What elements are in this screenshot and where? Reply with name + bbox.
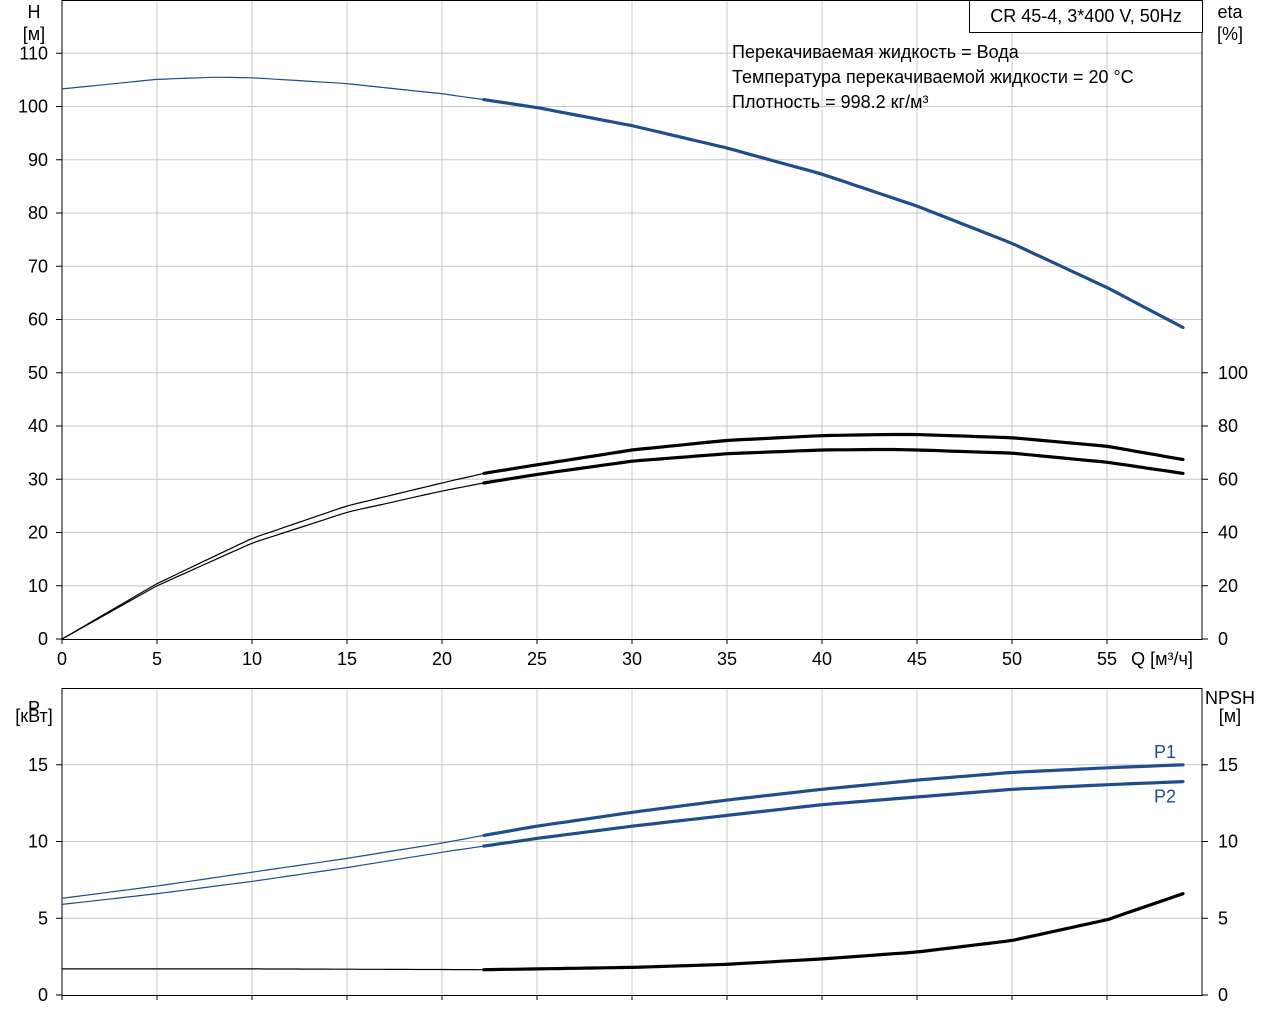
chart-title: CR 45-4, 3*400 V, 50Hz: [990, 6, 1181, 26]
p1-label: P1: [1154, 742, 1176, 762]
top-series-2-curve-operating: [482, 447, 1185, 485]
y-right-tick-label: 10: [1218, 832, 1238, 852]
y-left-tick-label: 5: [38, 908, 48, 928]
x-tick-label: 10: [242, 649, 262, 669]
y-left-tick-label: 80: [28, 203, 48, 223]
top-series-0-curve-extended: [61, 76, 484, 101]
y-left-tick-label: 50: [28, 363, 48, 383]
y-right-axis-label: eta: [1217, 2, 1243, 22]
y-right-tick-label: 15: [1218, 755, 1238, 775]
x-tick-label: 30: [622, 649, 642, 669]
bottom-series-2-curve-operating: [482, 892, 1185, 972]
y-left-tick-label: 0: [38, 985, 48, 1005]
p2-curve-extended: [61, 845, 484, 905]
y-left-tick-label: 0: [38, 629, 48, 649]
p2-label: P2: [1154, 787, 1176, 807]
y-right-tick-label: 100: [1218, 363, 1248, 383]
annotation-line: Температура перекачиваемой жидкости = 20…: [732, 67, 1134, 87]
x-tick-label: 55: [1097, 649, 1117, 669]
x-tick-label: 35: [717, 649, 737, 669]
x-tick-label: 40: [812, 649, 832, 669]
y-left-tick-label: 40: [28, 416, 48, 436]
power-npsh-panel: 0 5 10 15 0 5 10 15 P[кВт] NPSH[м] P1 P2: [15, 688, 1255, 1005]
y-right-tick-label: 0: [1218, 985, 1228, 1005]
y-left-tick-label: 60: [28, 310, 48, 330]
y-left-tick-label: 10: [28, 576, 48, 596]
bottom-series-2-curve-extended: [62, 968, 484, 971]
p2-curve-operating: [482, 780, 1185, 848]
x-tick-label: 15: [337, 649, 357, 669]
p1-curve-extended: [61, 834, 484, 899]
top-series-2-curve-extended: [61, 482, 484, 640]
annotation-line: Перекачиваемая жидкость = Вода: [732, 42, 1020, 62]
x-tick-label: 25: [527, 649, 547, 669]
y-right-tick-label: 80: [1218, 416, 1238, 436]
x-axis-label: Q [м³/ч]: [1131, 649, 1193, 669]
y-left-axis-label: H: [28, 2, 41, 22]
x-tick-label: 50: [1002, 649, 1022, 669]
y-left-tick-label: 90: [28, 150, 48, 170]
y-left-tick-label: 20: [28, 523, 48, 543]
y-right-tick-label: 20: [1218, 576, 1238, 596]
y-right-axis-unit: [м]: [1219, 706, 1241, 726]
head-efficiency-panel: 0102030405060708090100110020406080100H[м…: [18, 0, 1248, 669]
y-left-tick-label: 100: [18, 97, 48, 117]
y-right-tick-label: 0: [1218, 629, 1228, 649]
p1-curve-operating: [482, 763, 1185, 837]
annotation-line: Плотность = 998.2 кг/м³: [732, 92, 928, 112]
top-series-0-curve-operating: [482, 98, 1185, 330]
y-right-tick-label: 5: [1218, 908, 1228, 928]
y-left-tick-label: 110: [19, 43, 48, 63]
y-left-tick-label: 15: [28, 755, 48, 775]
top-series-1-curve-operating: [482, 432, 1185, 475]
y-left-tick-label: 70: [28, 256, 48, 276]
x-tick-label: 5: [152, 649, 162, 669]
title-box: [969, 0, 1203, 33]
y-left-axis-unit: [кВт]: [15, 706, 53, 726]
y-right-axis-label: NPSH: [1205, 688, 1255, 708]
y-left-tick-label: 10: [28, 832, 48, 852]
x-tick-label: 45: [907, 649, 927, 669]
y-left-tick-label: 30: [28, 469, 48, 489]
y-right-tick-label: 40: [1218, 523, 1238, 543]
y-left-axis-label: P: [28, 698, 40, 718]
x-tick-label: 0: [57, 649, 67, 669]
top-series-1-curve-extended: [61, 472, 484, 640]
x-tick-label: 20: [432, 649, 452, 669]
y-right-axis-unit: [%]: [1217, 24, 1243, 44]
y-right-tick-label: 60: [1218, 469, 1238, 489]
y-left-axis-unit: [м]: [23, 24, 45, 44]
